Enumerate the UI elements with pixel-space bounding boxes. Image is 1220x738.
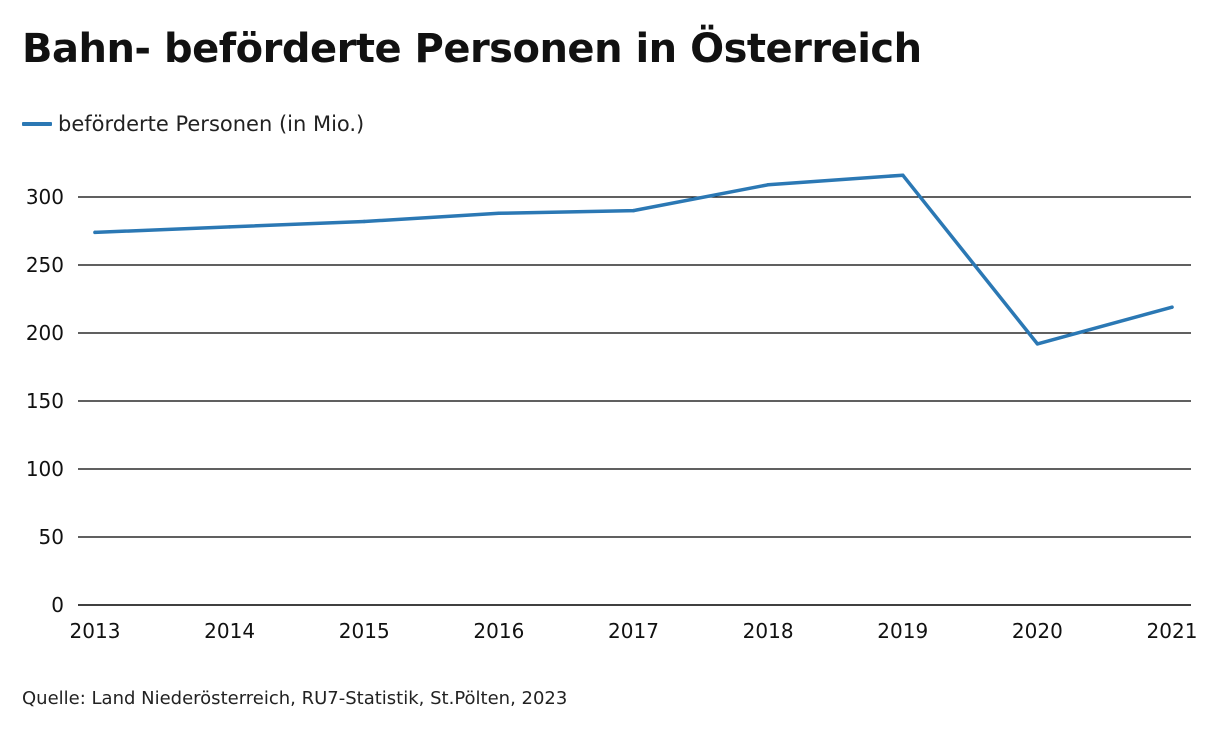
data-point — [1035, 342, 1040, 346]
data-point — [93, 230, 97, 235]
legend-label: beförderte Personen (in Mio.) — [58, 112, 365, 136]
y-tick-label: 150 — [26, 389, 64, 413]
data-point — [1170, 305, 1174, 309]
y-tick-label: 0 — [51, 593, 64, 617]
y-tick-label: 200 — [26, 321, 64, 345]
x-tick-label: 2013 — [70, 619, 121, 643]
legend-swatch — [22, 122, 52, 126]
x-tick-label: 2019 — [877, 619, 928, 643]
data-point — [227, 225, 232, 229]
x-tick-label: 2014 — [204, 619, 255, 643]
y-tick-label: 50 — [39, 525, 64, 549]
x-tick-label: 2017 — [608, 619, 659, 643]
x-tick-label: 2020 — [1012, 619, 1063, 643]
legend: beförderte Personen (in Mio.) — [22, 110, 364, 138]
data-point — [362, 219, 366, 224]
x-tick-label: 2016 — [473, 619, 524, 643]
data-point — [497, 211, 501, 216]
y-tick-label: 100 — [26, 457, 64, 481]
chart-title: Bahn- beförderte Personen in Österreich — [22, 26, 922, 72]
data-point — [901, 173, 905, 177]
source-note: Quelle: Land Niederösterreich, RU7-Stati… — [22, 688, 568, 709]
x-tick-label: 2018 — [743, 619, 794, 643]
y-tick-label: 300 — [26, 185, 64, 209]
x-tick-label: 2021 — [1147, 619, 1198, 643]
data-point — [766, 183, 770, 187]
y-tick-label: 250 — [26, 253, 64, 277]
x-tick-label: 2015 — [339, 619, 390, 643]
data-point — [631, 208, 636, 213]
series-line — [93, 173, 1174, 346]
